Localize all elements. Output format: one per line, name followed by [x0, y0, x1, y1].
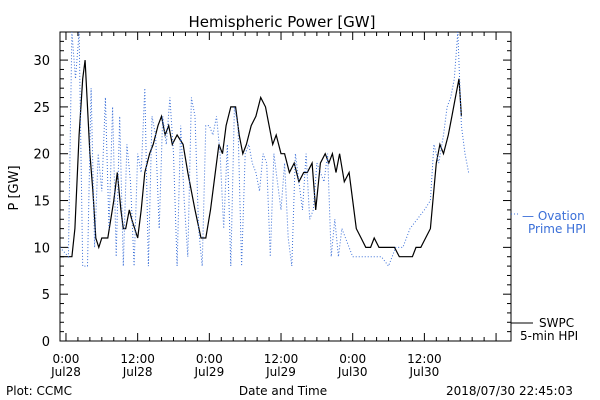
x-tick-label-date: Jul29 [193, 365, 224, 379]
x-tick-label-time: 0:00 [196, 352, 223, 366]
ovation-prime-series-line [60, 32, 470, 268]
x-tick-label-time: 12:00 [407, 352, 442, 366]
x-axis-label: Date and Time [239, 384, 327, 398]
y-tick-label: 30 [33, 54, 50, 69]
chart-title: Hemispheric Power [GW] [189, 13, 376, 31]
legend-ovation-label: — Ovation [522, 209, 585, 223]
swpc-series-line [60, 60, 462, 258]
x-tick-label-date: Jul28 [50, 365, 81, 379]
legend-swpc-label-2: 5-min HPI [520, 329, 578, 343]
y-tick-label: 5 [42, 288, 50, 303]
y-tick-label: 25 [33, 101, 50, 116]
x-axis: 0:00Jul2812:00Jul280:00Jul2912:00Jul290:… [50, 32, 497, 379]
x-tick-label-date: Jul30 [337, 365, 368, 379]
x-tick-label-time: 12:00 [264, 352, 299, 366]
x-tick-label-date: Jul30 [409, 365, 440, 379]
series-layer [60, 32, 470, 268]
footer-plot-credit: Plot: CCMC [6, 384, 72, 398]
legend-swpc-label: SWPC [539, 316, 574, 330]
x-tick-label-time: 12:00 [120, 352, 155, 366]
plot-frame [59, 31, 512, 342]
y-tick-label: 20 [33, 148, 50, 163]
x-tick-label-date: Jul28 [122, 365, 153, 379]
footer-timestamp: 2018/07/30 22:45:03 [446, 384, 573, 398]
x-tick-label-date: Jul29 [265, 365, 296, 379]
y-tick-label: 15 [33, 195, 50, 210]
y-tick-label: 0 [42, 335, 50, 350]
y-axis-label: P [GW] [7, 165, 22, 210]
legend-ovation-label-2: Prime HPI [528, 222, 586, 236]
x-tick-label-time: 0:00 [339, 352, 366, 366]
y-axis: 0 5 10 15 20 25 30 [33, 31, 511, 350]
x-tick-label-time: 0:00 [52, 352, 79, 366]
y-tick-label: 10 [33, 241, 50, 256]
